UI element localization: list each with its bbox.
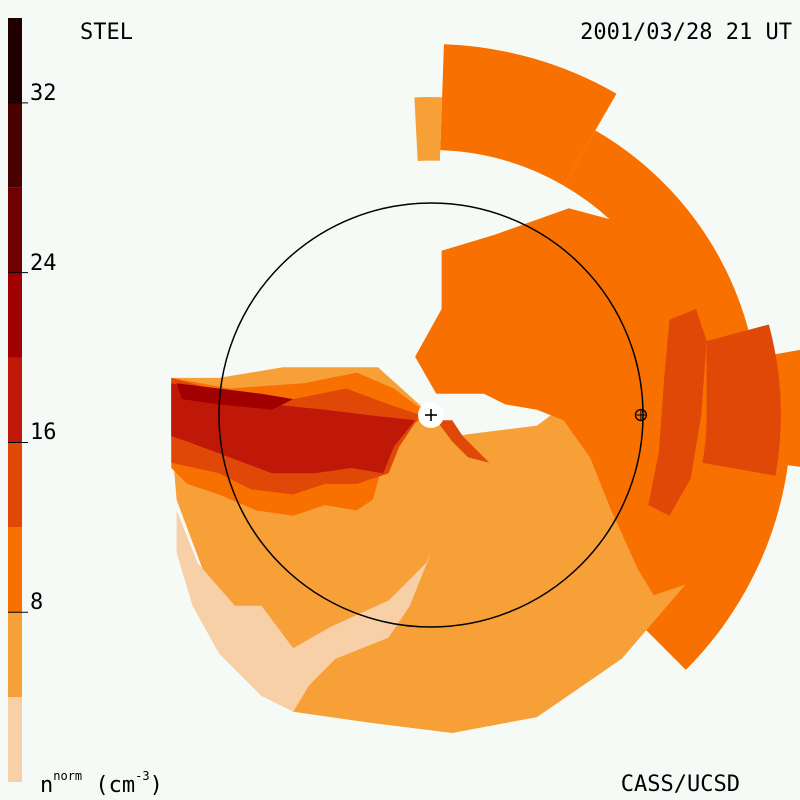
colorbar-tick-label: 16 bbox=[30, 420, 57, 446]
timestamp-label: 2001/03/28 21 UT bbox=[580, 20, 792, 45]
colorbar-title: nnorm (cm-3) bbox=[40, 770, 163, 797]
density-region-8 bbox=[436, 420, 490, 463]
colorbar-segment-7 bbox=[8, 102, 22, 188]
colorbar-tick-label: 32 bbox=[30, 80, 57, 106]
colorbar-segment-6 bbox=[8, 187, 22, 273]
colorbar-segment-3 bbox=[8, 442, 22, 528]
colorbar bbox=[8, 18, 28, 782]
density-region-7 bbox=[176, 383, 294, 410]
quantity-symbol: n bbox=[40, 773, 54, 798]
station-label: STEL bbox=[80, 20, 133, 45]
units-label: (cm bbox=[95, 773, 136, 798]
colorbar-segment-2 bbox=[8, 527, 22, 613]
colorbar-segment-0 bbox=[8, 697, 22, 782]
density-wedge-0 bbox=[440, 44, 617, 186]
colorbar-tick-label: 8 bbox=[30, 590, 44, 616]
density-wedge-2 bbox=[414, 97, 443, 161]
density-region-6 bbox=[171, 383, 416, 474]
units-exponent: -3 bbox=[135, 769, 150, 783]
density-region-2 bbox=[415, 208, 707, 596]
credit-label: CASS/UCSD bbox=[620, 772, 740, 797]
colorbar-segment-5 bbox=[8, 272, 22, 358]
density-region-1 bbox=[176, 510, 431, 712]
markers bbox=[418, 402, 648, 428]
colorbar-segment-4 bbox=[8, 357, 22, 443]
colorbar-tick-label: 24 bbox=[30, 250, 57, 276]
density-map bbox=[171, 44, 800, 733]
density-region-3 bbox=[648, 309, 707, 516]
quantity-superscript: norm bbox=[53, 769, 83, 783]
colorbar-segment-1 bbox=[8, 612, 22, 698]
density-wedge-5 bbox=[697, 324, 781, 476]
colorbar-segment-8 bbox=[8, 18, 22, 103]
units-close: ) bbox=[149, 773, 163, 798]
